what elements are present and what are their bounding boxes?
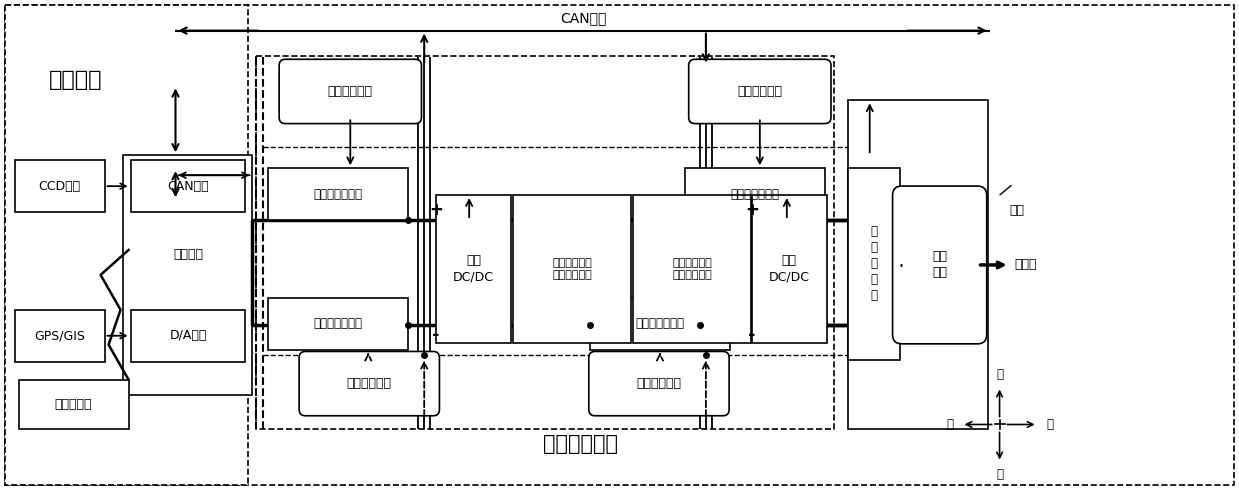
Text: 第一
DC/DC: 第一 DC/DC xyxy=(453,254,494,283)
Text: 左: 左 xyxy=(947,418,953,431)
Text: 第一轮毂电机: 第一轮毂电机 xyxy=(328,85,373,98)
Text: 旋耕
电机: 旋耕 电机 xyxy=(932,250,947,279)
Bar xyxy=(590,298,730,350)
Text: 前: 前 xyxy=(996,368,1004,381)
FancyBboxPatch shape xyxy=(892,186,986,344)
Text: 第二管理单元
第二锂电池组: 第二管理单元 第二锂电池组 xyxy=(672,258,711,280)
Text: GPS/GIS: GPS/GIS xyxy=(35,329,85,342)
Bar xyxy=(633,195,751,343)
Bar xyxy=(269,168,408,220)
Bar xyxy=(256,55,834,429)
Text: 第二轮毂电机: 第二轮毂电机 xyxy=(347,377,392,390)
Text: 后: 后 xyxy=(996,468,1004,481)
FancyBboxPatch shape xyxy=(589,351,729,416)
Bar xyxy=(123,155,253,394)
Bar xyxy=(847,168,900,360)
Text: 第一轮毂控制器: 第一轮毂控制器 xyxy=(313,188,363,200)
Text: 第一管理单元
第一锂电池组: 第一管理单元 第一锂电池组 xyxy=(553,258,592,280)
Text: CAN模块: CAN模块 xyxy=(167,180,209,193)
FancyBboxPatch shape xyxy=(299,351,440,416)
Bar xyxy=(269,298,408,350)
Text: 电
机
控
制
器: 电 机 控 制 器 xyxy=(870,225,877,302)
Bar xyxy=(685,168,825,220)
Bar xyxy=(5,5,248,485)
Bar xyxy=(130,310,245,362)
Text: 底盘: 底盘 xyxy=(1010,204,1025,217)
Bar xyxy=(436,195,512,343)
Text: 第三轮毂控制器: 第三轮毂控制器 xyxy=(636,318,684,330)
Text: 控制单元: 控制单元 xyxy=(48,71,103,91)
FancyBboxPatch shape xyxy=(689,59,831,123)
Text: 主控制器: 主控制器 xyxy=(173,248,203,262)
Text: 动力输出单元: 动力输出单元 xyxy=(543,435,617,454)
Text: 第四轮毂控制器: 第四轮毂控制器 xyxy=(730,188,779,200)
Bar xyxy=(513,195,631,343)
Text: -: - xyxy=(748,326,756,344)
Bar xyxy=(847,100,987,429)
Text: 第二轮毂控制器: 第二轮毂控制器 xyxy=(313,318,363,330)
Text: CCD相机: CCD相机 xyxy=(38,180,81,193)
Text: 第二
DC/DC: 第二 DC/DC xyxy=(769,254,810,283)
Bar xyxy=(19,380,129,429)
Text: -: - xyxy=(432,326,440,344)
Text: +: + xyxy=(745,201,758,219)
Text: D/A模块: D/A模块 xyxy=(170,329,207,342)
Bar xyxy=(130,160,245,212)
Text: 手持遥控器: 手持遥控器 xyxy=(55,398,93,411)
Text: 输出轴: 输出轴 xyxy=(1015,258,1037,271)
Text: 第四轮毂电机: 第四轮毂电机 xyxy=(737,85,782,98)
Text: 第三轮毂电机: 第三轮毂电机 xyxy=(637,377,681,390)
Text: CAN总线: CAN总线 xyxy=(560,12,606,25)
Bar xyxy=(752,195,826,343)
Text: +: + xyxy=(429,201,444,219)
FancyBboxPatch shape xyxy=(279,59,421,123)
Text: 右: 右 xyxy=(1046,418,1053,431)
Bar xyxy=(15,310,104,362)
Bar xyxy=(15,160,104,212)
